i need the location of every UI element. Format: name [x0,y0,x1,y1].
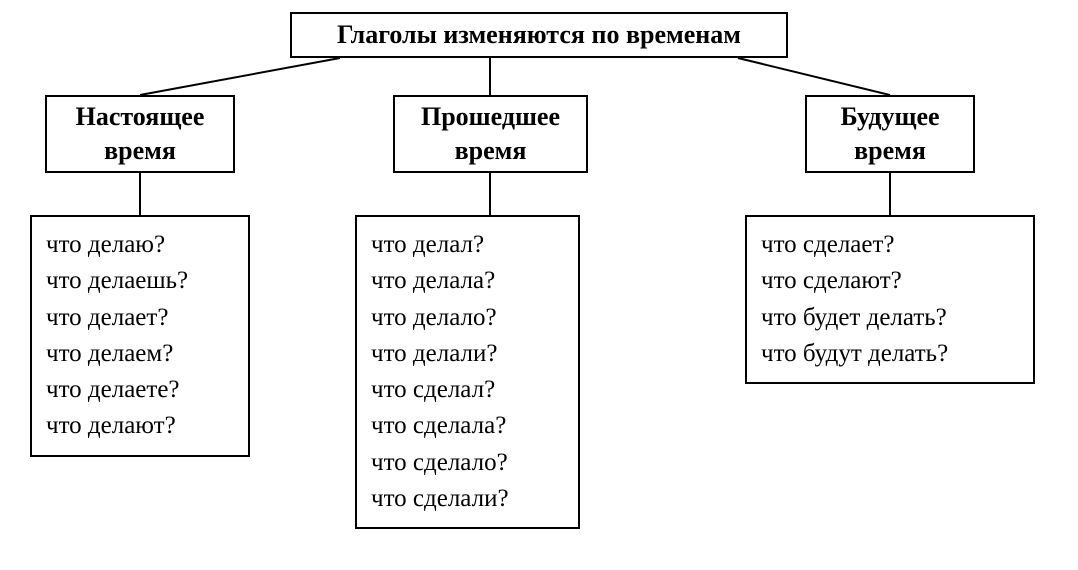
branch-label: Будущее время [840,100,939,168]
branch-label: Настоящее время [76,100,205,168]
list-item: что сделают? [761,263,1019,299]
list-item: что будут делать? [761,336,1019,372]
branch-label: Прошедшее время [421,100,560,168]
list-past: что делал? что делала? что делало? что д… [355,215,580,529]
list-item: что сделает? [761,227,1019,263]
branch-line2: время [455,136,527,165]
list-item: что будет делать? [761,300,1019,336]
branch-line2: время [104,136,176,165]
list-item: что делали? [371,336,564,372]
list-future: что сделает? что сделают? что будет дела… [745,215,1035,384]
list-item: что делала? [371,263,564,299]
list-item: что делаешь? [46,263,234,299]
list-item: что делало? [371,300,564,336]
root-node: Глаголы изменяются по временам [290,12,788,58]
branch-line1: Настоящее [76,102,205,131]
list-present: что делаю? что делаешь? что делает? что … [30,215,250,457]
root-label: Глаголы изменяются по временам [337,20,741,50]
branch-future: Будущее время [805,95,975,173]
list-item: что делаем? [46,336,234,372]
branch-line1: Будущее [840,102,939,131]
branch-line2: время [854,136,926,165]
list-item: что делал? [371,227,564,263]
list-item: что делаю? [46,227,234,263]
branch-line1: Прошедшее [421,102,560,131]
list-item: что делает? [46,300,234,336]
list-item: что делаете? [46,372,234,408]
list-item: что сделали? [371,481,564,517]
list-item: что делают? [46,408,234,444]
list-item: что сделала? [371,408,564,444]
branch-present: Настоящее время [45,95,235,173]
branch-past: Прошедшее время [393,95,588,173]
list-item: что сделал? [371,372,564,408]
list-item: что сделало? [371,445,564,481]
